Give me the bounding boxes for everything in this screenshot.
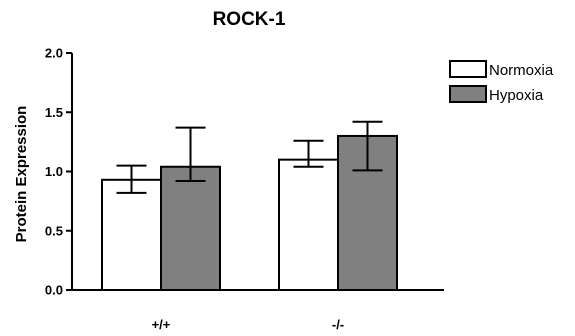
legend-swatch-normoxia — [449, 60, 487, 78]
y-tick-label: 2.0 — [45, 46, 63, 61]
bar-normoxia-1 — [101, 178, 162, 291]
bar-hypoxia-1 — [160, 165, 221, 291]
bars: +/+ -/- — [101, 120, 398, 332]
chart-title: ROCK-1 — [213, 9, 286, 30]
y-tick-label: 0.5 — [45, 223, 63, 238]
legend-swatch-hypoxia — [449, 85, 487, 103]
legend-label-hypoxia: Hypoxia — [489, 87, 544, 104]
bar-normoxia-2 — [278, 158, 339, 291]
legend-label-normoxia: Normoxia — [489, 62, 554, 79]
y-tick-label: 0.0 — [45, 283, 63, 298]
y-tick-label: 1.0 — [45, 164, 63, 179]
x-category-label: -/- — [332, 317, 344, 332]
y-tick-label: 1.5 — [45, 105, 63, 120]
x-category-label: +/+ — [152, 317, 171, 332]
y-axis-label: Protein Expression — [13, 106, 30, 243]
legend: Normoxia Hypoxia — [449, 60, 554, 104]
